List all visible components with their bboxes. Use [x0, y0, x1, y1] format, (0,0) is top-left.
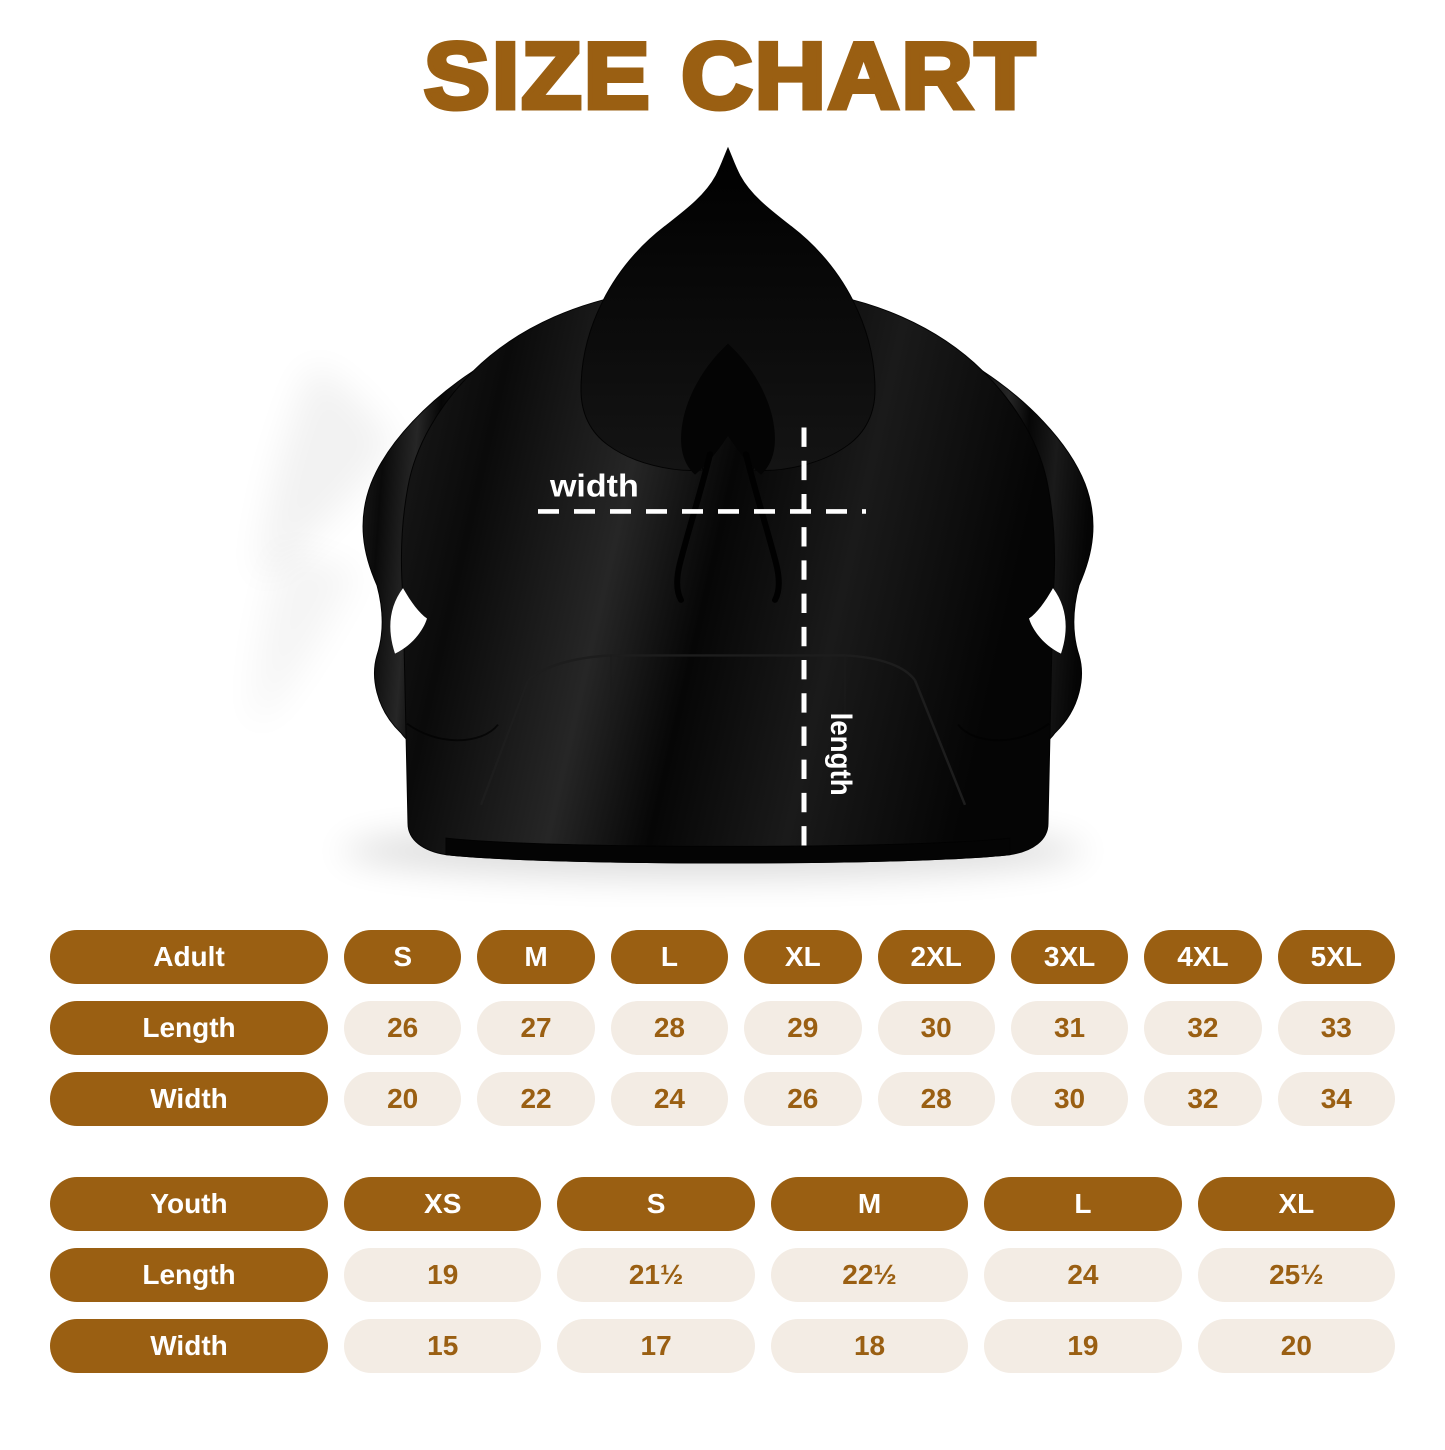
svg-text:width: width: [549, 468, 639, 503]
svg-text:length: length: [824, 713, 857, 796]
